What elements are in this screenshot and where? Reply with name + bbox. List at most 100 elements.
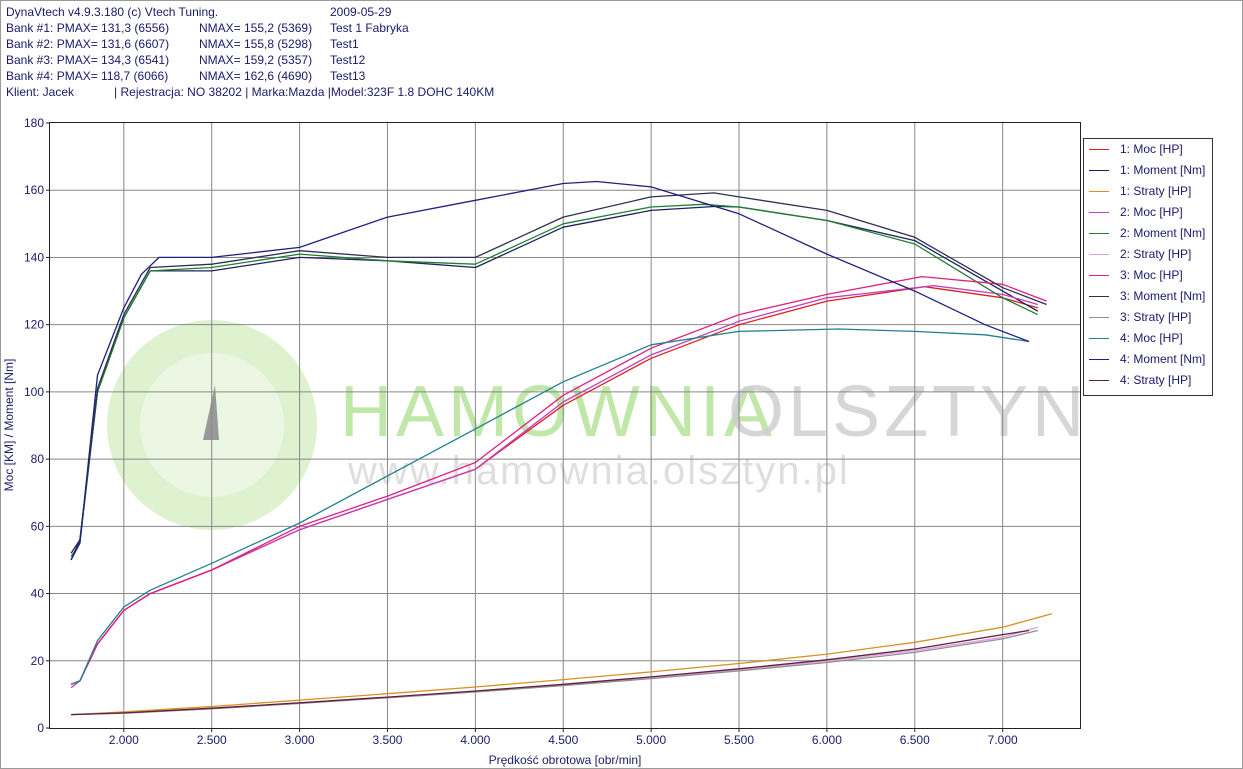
x-axis-label: Prędkość obrotowa [obr/min] <box>489 753 642 767</box>
x-tick-label: 2.000 <box>109 733 139 747</box>
bank-pmax: Bank #2: PMAX= 131,6 (6607) <box>6 37 170 51</box>
series-layer <box>70 180 1053 716</box>
series-line-4-moment-nm <box>70 180 1030 561</box>
bank-nmax: NMAX= 155,2 (5369) <box>199 21 313 35</box>
y-tick-label: 160 <box>24 183 44 197</box>
series-line-4-straty-hp <box>71 629 1030 716</box>
y-tick-label: 20 <box>31 654 45 668</box>
bank-row: Bank #4: PMAX= 118,7 (6066) NMAX= 162,6 … <box>6 68 365 84</box>
legend-swatch <box>1089 191 1109 192</box>
test-date: 2009-05-29 <box>330 5 392 19</box>
axes: 2.000 2.500 3.000 3.500 4.000 4.500 5.000 5.500… <box>24 116 1018 747</box>
legend-label: 1: Straty [HP] <box>1120 184 1192 198</box>
legend-item: 4: Moment [Nm] <box>1084 349 1212 370</box>
y-tick-label: 100 <box>24 385 44 399</box>
bank-nmax: NMAX= 159,2 (5357) <box>199 53 313 67</box>
bank-row: Bank #2: PMAX= 131,6 (6607) NMAX= 155,8 … <box>6 36 359 52</box>
legend-swatch <box>1089 149 1109 150</box>
x-tick-label: 6.500 <box>900 733 930 747</box>
report-header: DynaVtech v4.9.3.180 (c) Vtech Tuning. 2… <box>6 4 494 100</box>
legend-swatch <box>1089 338 1109 339</box>
legend-label: 1: Moc [HP] <box>1120 142 1183 156</box>
bank-pmax: Bank #4: PMAX= 118,7 (6066) <box>6 69 169 83</box>
series-line-3-moc-hp <box>70 275 1047 685</box>
series-line-2-moment-nm <box>70 203 1039 557</box>
x-tick-label: 4.500 <box>548 733 578 747</box>
x-tick-label: 6.000 <box>812 733 842 747</box>
x-tick-label: 5.000 <box>636 733 666 747</box>
legend-item: 2: Moment [Nm] <box>1084 223 1212 244</box>
plot-frame <box>49 122 1081 729</box>
y-tick-label: 180 <box>24 116 44 130</box>
series-line-2-straty-hp <box>71 626 1038 716</box>
y-tick-label: 40 <box>31 587 45 601</box>
grid <box>50 123 1080 728</box>
x-tick-label: 5.500 <box>724 733 754 747</box>
legend-item: 2: Moc [HP] <box>1084 202 1212 223</box>
header-title-row: DynaVtech v4.9.3.180 (c) Vtech Tuning. 2… <box>6 4 391 20</box>
legend-item: 3: Straty [HP] <box>1084 307 1212 328</box>
legend-swatch <box>1089 254 1109 255</box>
x-tick-label: 3.000 <box>285 733 315 747</box>
series-line-4-moc-hp <box>70 328 1030 685</box>
legend-swatch <box>1089 212 1109 213</box>
legend-label: 2: Moc [HP] <box>1120 205 1183 219</box>
legend-swatch <box>1089 170 1109 171</box>
legend-item: 3: Moc [HP] <box>1084 265 1212 286</box>
series-line-1-straty-hp <box>71 613 1053 716</box>
legend-label: 3: Moment [Nm] <box>1120 289 1206 303</box>
series-line-3-straty-hp <box>71 629 1038 716</box>
watermark-url: www.hamownia.olsztyn.pl <box>347 449 850 493</box>
bank-nmax: NMAX= 162,6 (4690) <box>199 69 313 83</box>
legend-label: 4: Straty [HP] <box>1120 373 1192 387</box>
watermark-title-gray: OLSZTYN <box>728 372 1088 452</box>
legend-label: 2: Straty [HP] <box>1120 247 1192 261</box>
legend-label: 3: Straty [HP] <box>1120 310 1192 324</box>
client-info-row: Klient: Jacek | Rejestracja: NO 38202 | … <box>6 84 494 100</box>
legend-label: 4: Moment [Nm] <box>1120 352 1206 366</box>
y-tick-label: 120 <box>24 318 44 332</box>
legend-swatch <box>1089 275 1109 276</box>
chart-legend: 1: Moc [HP] 1: Moment [Nm] 1: Straty [HP] 2… <box>1083 138 1213 396</box>
bank-nmax: NMAX= 155,8 (5298) <box>199 37 313 51</box>
legend-swatch <box>1089 380 1109 381</box>
legend-item: 1: Straty [HP] <box>1084 181 1212 202</box>
legend-item: 2: Straty [HP] <box>1084 244 1212 265</box>
series-line-3-moment-nm <box>70 192 1047 561</box>
gauge-needle-icon <box>203 385 219 440</box>
legend-label: 2: Moment [Nm] <box>1120 226 1206 240</box>
x-tick-label: 4.000 <box>460 733 490 747</box>
legend-label: 4: Moc [HP] <box>1120 331 1183 345</box>
legend-swatch <box>1089 359 1109 360</box>
legend-swatch <box>1089 296 1109 297</box>
x-tick-label: 2.500 <box>197 733 227 747</box>
legend-swatch <box>1089 317 1109 318</box>
bank-pmax: Bank #3: PMAX= 134,3 (6541) <box>6 53 170 67</box>
y-tick-label: 0 <box>37 721 44 735</box>
y-axis-label: Moc [KM] / Moment [Nm] <box>2 359 16 492</box>
legend-item: 4: Moc [HP] <box>1084 328 1212 349</box>
y-tick-label: 60 <box>31 519 45 533</box>
legend-swatch <box>1089 233 1109 234</box>
bank-test-name: Test12 <box>330 53 366 67</box>
x-tick-label: 7.000 <box>988 733 1018 747</box>
bank-test-name: Test1 <box>330 37 359 51</box>
legend-item: 1: Moc [HP] <box>1084 139 1212 160</box>
client-info: Klient: Jacek | Rejestracja: NO 38202 | … <box>6 85 495 99</box>
bank-pmax: Bank #1: PMAX= 131,3 (6556) <box>6 21 170 35</box>
watermark: HAMOWNIA OLSZTYN www.hamownia.olsztyn.pl <box>107 320 1088 530</box>
y-tick-label: 140 <box>24 250 44 264</box>
legend-label: 1: Moment [Nm] <box>1120 163 1206 177</box>
bank-test-name: Test13 <box>330 69 366 83</box>
bank-row: Bank #1: PMAX= 131,3 (6556) NMAX= 155,2 … <box>6 20 409 36</box>
legend-item: 4: Straty [HP] <box>1084 370 1212 391</box>
bank-row: Bank #3: PMAX= 134,3 (6541) NMAX= 159,2 … <box>6 52 365 68</box>
legend-label: 3: Moc [HP] <box>1120 268 1183 282</box>
y-tick-label: 80 <box>31 452 45 466</box>
legend-item: 3: Moment [Nm] <box>1084 286 1212 307</box>
legend-item: 1: Moment [Nm] <box>1084 160 1212 181</box>
software-title: DynaVtech v4.9.3.180 (c) Vtech Tuning. <box>6 5 219 19</box>
x-tick-label: 3.500 <box>372 733 402 747</box>
bank-test-name: Test 1 Fabryka <box>330 21 409 35</box>
